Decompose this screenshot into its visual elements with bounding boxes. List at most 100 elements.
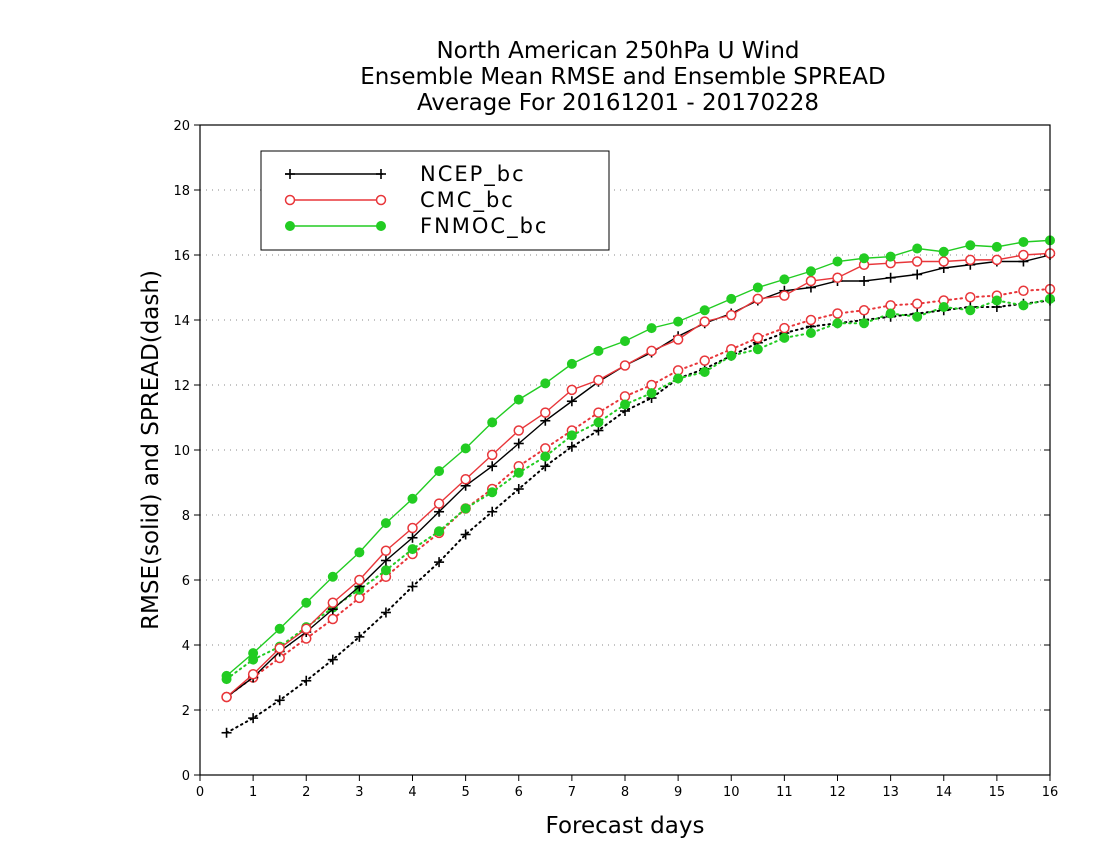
x-tick-label: 11 xyxy=(776,785,793,800)
spread-point-FNMOC_bc xyxy=(407,544,418,555)
spread-point-NCEP_bc xyxy=(274,695,285,706)
series-layer xyxy=(221,235,1056,738)
series-FNMOC_bc-rmse xyxy=(221,235,1055,681)
rmse-point-CMC_bc xyxy=(672,334,684,345)
spread-point-NCEP_bc xyxy=(354,631,365,642)
rmse-point-CMC_bc xyxy=(593,374,604,386)
legend-entry-CMC_bc: CMC_bc xyxy=(284,188,513,213)
spread-point-FNMOC_bc xyxy=(487,487,498,498)
spread-point-FNMOC_bc xyxy=(832,318,843,329)
rmse-point-FNMOC_bc xyxy=(354,547,365,558)
spread-point-FNMOC_bc xyxy=(938,302,949,312)
title-line-1: North American 250hPa U Wind xyxy=(436,38,799,64)
x-tick-label: 6 xyxy=(515,785,523,800)
legend-label: NCEP_bc xyxy=(420,162,526,187)
rmse-point-FNMOC_bc xyxy=(779,274,790,285)
spread-point-NCEP_bc xyxy=(221,727,232,738)
rmse-point-FNMOC_bc xyxy=(938,246,949,257)
legend-marker-end xyxy=(375,194,387,206)
rmse-point-CMC_bc xyxy=(938,256,949,267)
x-tick-label: 7 xyxy=(568,785,576,800)
rmse-point-FNMOC_bc xyxy=(646,323,657,334)
spread-point-FNMOC_bc xyxy=(991,295,1002,306)
spread-point-NCEP_bc xyxy=(407,581,418,592)
rmse-point-CMC_bc xyxy=(354,574,365,586)
series-CMC_bc-rmse xyxy=(221,248,1056,703)
rmse-point-FNMOC_bc xyxy=(673,316,684,327)
spread-point-FNMOC_bc xyxy=(912,311,923,322)
spread-point-NCEP_bc xyxy=(301,675,312,686)
y-tick-label: 10 xyxy=(173,444,190,459)
y-tick-label: 8 xyxy=(182,509,190,524)
rmse-point-FNMOC_bc xyxy=(540,378,551,389)
rmse-line-NCEP_bc xyxy=(226,254,1051,698)
rmse-point-FNMOC_bc xyxy=(407,493,418,504)
spread-point-CMC_bc xyxy=(779,322,790,334)
spread-point-CMC_bc xyxy=(911,298,923,309)
rmse-point-CMC_bc xyxy=(699,316,710,327)
rmse-point-CMC_bc xyxy=(380,545,392,556)
y-tick-label: 16 xyxy=(173,249,190,264)
rmse-point-NCEP_bc xyxy=(859,276,870,286)
rmse-point-CMC_bc xyxy=(301,623,312,634)
x-axis-label: Forecast days xyxy=(546,813,705,839)
rmse-point-FNMOC_bc xyxy=(805,266,816,277)
rmse-point-CMC_bc xyxy=(805,275,817,287)
x-tick-label: 12 xyxy=(829,785,846,800)
grid-lines xyxy=(200,189,1050,711)
spread-point-CMC_bc xyxy=(752,332,764,344)
x-tick-label: 1 xyxy=(249,785,257,800)
y-tick-label: 6 xyxy=(182,574,190,589)
spread-point-NCEP_bc xyxy=(434,557,445,568)
rmse-point-FNMOC_bc xyxy=(965,240,976,251)
spread-point-CMC_bc xyxy=(593,407,604,418)
rmse-point-NCEP_bc xyxy=(407,532,418,543)
legend-marker-start xyxy=(284,194,296,206)
rmse-point-CMC_bc xyxy=(247,669,259,680)
x-tick-label: 5 xyxy=(461,785,469,800)
rmse-point-CMC_bc xyxy=(619,360,631,371)
spread-point-FNMOC_bc xyxy=(859,318,870,329)
spread-point-FNMOC_bc xyxy=(752,344,763,355)
rmse-point-FNMOC_bc xyxy=(221,670,232,681)
rmse-point-FNMOC_bc xyxy=(752,282,763,293)
series-NCEP_bc-rmse xyxy=(221,250,1055,702)
y-axis-label: RMSE(solid) and SPREAD(dash) xyxy=(138,270,164,630)
spread-point-NCEP_bc xyxy=(248,713,259,724)
rmse-point-FNMOC_bc xyxy=(566,358,577,369)
rmse-point-FNMOC_bc xyxy=(274,623,285,634)
spread-point-CMC_bc xyxy=(805,314,817,326)
rmse-point-CMC_bc xyxy=(1018,249,1029,261)
rmse-point-CMC_bc xyxy=(486,449,498,461)
spread-point-FNMOC_bc xyxy=(805,328,816,338)
spread-point-FNMOC_bc xyxy=(620,399,630,410)
spread-point-CMC_bc xyxy=(858,305,870,316)
spread-point-FNMOC_bc xyxy=(434,526,445,537)
series-CMC_bc-spread xyxy=(221,283,1056,703)
spread-point-CMC_bc xyxy=(1018,285,1029,296)
rmse-point-FNMOC_bc xyxy=(513,394,524,405)
rmse-point-CMC_bc xyxy=(566,384,578,396)
rmse-point-CMC_bc xyxy=(433,498,445,509)
spread-point-CMC_bc xyxy=(832,308,843,319)
x-tick-label: 16 xyxy=(1042,785,1059,800)
x-tick-label: 3 xyxy=(355,785,363,800)
rmse-point-FNMOC_bc xyxy=(593,345,604,356)
y-tick-label: 18 xyxy=(173,184,190,199)
title-line-2: Ensemble Mean RMSE and Ensemble SPREAD xyxy=(360,64,885,90)
spread-point-FNMOC_bc xyxy=(1018,300,1029,311)
spread-line-NCEP_bc xyxy=(225,299,1051,734)
plot-frame xyxy=(199,124,1051,776)
rmse-point-CMC_bc xyxy=(407,522,418,534)
legend-entry-NCEP_bc: NCEP_bc xyxy=(285,162,526,187)
rmse-point-FNMOC_bc xyxy=(1018,237,1029,247)
rmse-point-NCEP_bc xyxy=(487,461,498,472)
y-tick-label: 2 xyxy=(182,704,190,719)
spread-point-NCEP_bc xyxy=(540,461,551,472)
chart-title: North American 250hPa U Wind Ensemble Me… xyxy=(360,38,885,116)
spread-point-FNMOC_bc xyxy=(699,367,710,377)
y-tick-label: 0 xyxy=(182,769,190,784)
x-tick-label: 0 xyxy=(196,785,204,800)
rmse-point-FNMOC_bc xyxy=(487,417,498,428)
